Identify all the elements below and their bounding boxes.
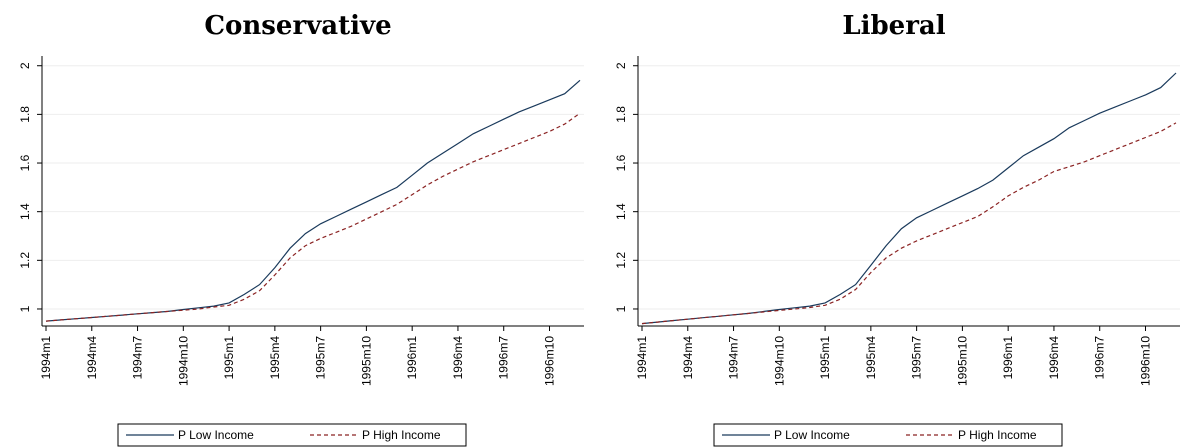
legend-label: P Low Income (774, 428, 850, 442)
x-tick-label: 1994m10 (772, 336, 786, 386)
y-tick-label: 2 (18, 62, 32, 69)
series-line-high-income (641, 122, 1177, 325)
y-tick-label: 1.2 (614, 252, 628, 269)
x-tick-label: 1995m1 (222, 336, 236, 380)
x-tick-label: 1995m10 (359, 336, 373, 386)
y-tick-label: 1 (614, 305, 628, 312)
y-tick-label: 2 (614, 62, 628, 69)
x-tick-label: 1995m1 (818, 336, 832, 380)
chart-title: Liberal (842, 11, 946, 41)
x-tick-label: 1995m7 (314, 336, 328, 380)
legend-label: P High Income (958, 428, 1037, 442)
x-tick-label: 1995m10 (955, 336, 969, 386)
x-tick-label: 1996m10 (542, 336, 556, 386)
y-tick-label: 1 (18, 305, 32, 312)
y-tick-label: 1.4 (614, 203, 628, 220)
y-tick-label: 1.2 (18, 252, 32, 269)
legend-label: P High Income (362, 428, 441, 442)
x-tick-label: 1995m4 (864, 336, 878, 380)
x-tick-label: 1994m10 (176, 336, 190, 386)
x-tick-label: 1996m4 (451, 336, 465, 380)
y-tick-label: 1.6 (18, 154, 32, 171)
x-tick-label: 1994m7 (131, 336, 145, 380)
x-tick-label: 1995m4 (268, 336, 282, 380)
legend-box (117, 423, 467, 447)
series-line-low-income (45, 79, 581, 322)
legend-box (713, 423, 1063, 447)
x-tick-label: 1996m4 (1047, 336, 1061, 380)
x-tick-label: 1996m1 (405, 336, 419, 380)
x-tick-label: 1994m1 (39, 336, 53, 380)
chart-svg-liberal: 1 1.2 1.4 1.6 1.8 2 1994m1 1994m4 1994m7 1994m10 1… (614, 56, 1180, 447)
y-tick-label: 1.8 (18, 106, 32, 123)
x-tick-label: 1996m10 (1138, 336, 1152, 386)
x-tick-label: 1995m7 (910, 336, 924, 380)
y-tick-label: 1.8 (614, 106, 628, 123)
x-tick-label: 1994m4 (681, 336, 695, 380)
x-tick-label: 1994m7 (727, 336, 741, 380)
x-tick-label: 1996m7 (1093, 336, 1107, 380)
x-tick-label: 1994m1 (635, 336, 649, 380)
chart-title: Conservative (204, 11, 392, 41)
chart-panel-conservative: Conservative 1 1.2 1.4 1.6 1.8 2 1994m1 1994m4 1… (18, 11, 584, 447)
chart-panel-liberal: Liberal 1 1.2 1.4 1.6 1.8 2 1994m1 1994m4 1994m7… (596, 0, 1192, 447)
chart-svg-conservative: 1 1.2 1.4 1.6 1.8 2 1994m1 1994m4 1994m7 1994m10 1… (18, 56, 584, 447)
x-tick-label: 1994m4 (85, 336, 99, 380)
x-tick-label: 1996m1 (1001, 336, 1015, 380)
legend-label: P Low Income (178, 428, 254, 442)
y-tick-label: 1.6 (614, 154, 628, 171)
x-tick-label: 1996m7 (497, 336, 511, 380)
series-line-high-income (45, 112, 581, 322)
y-tick-label: 1.4 (18, 203, 32, 220)
series-line-low-income (641, 72, 1177, 325)
